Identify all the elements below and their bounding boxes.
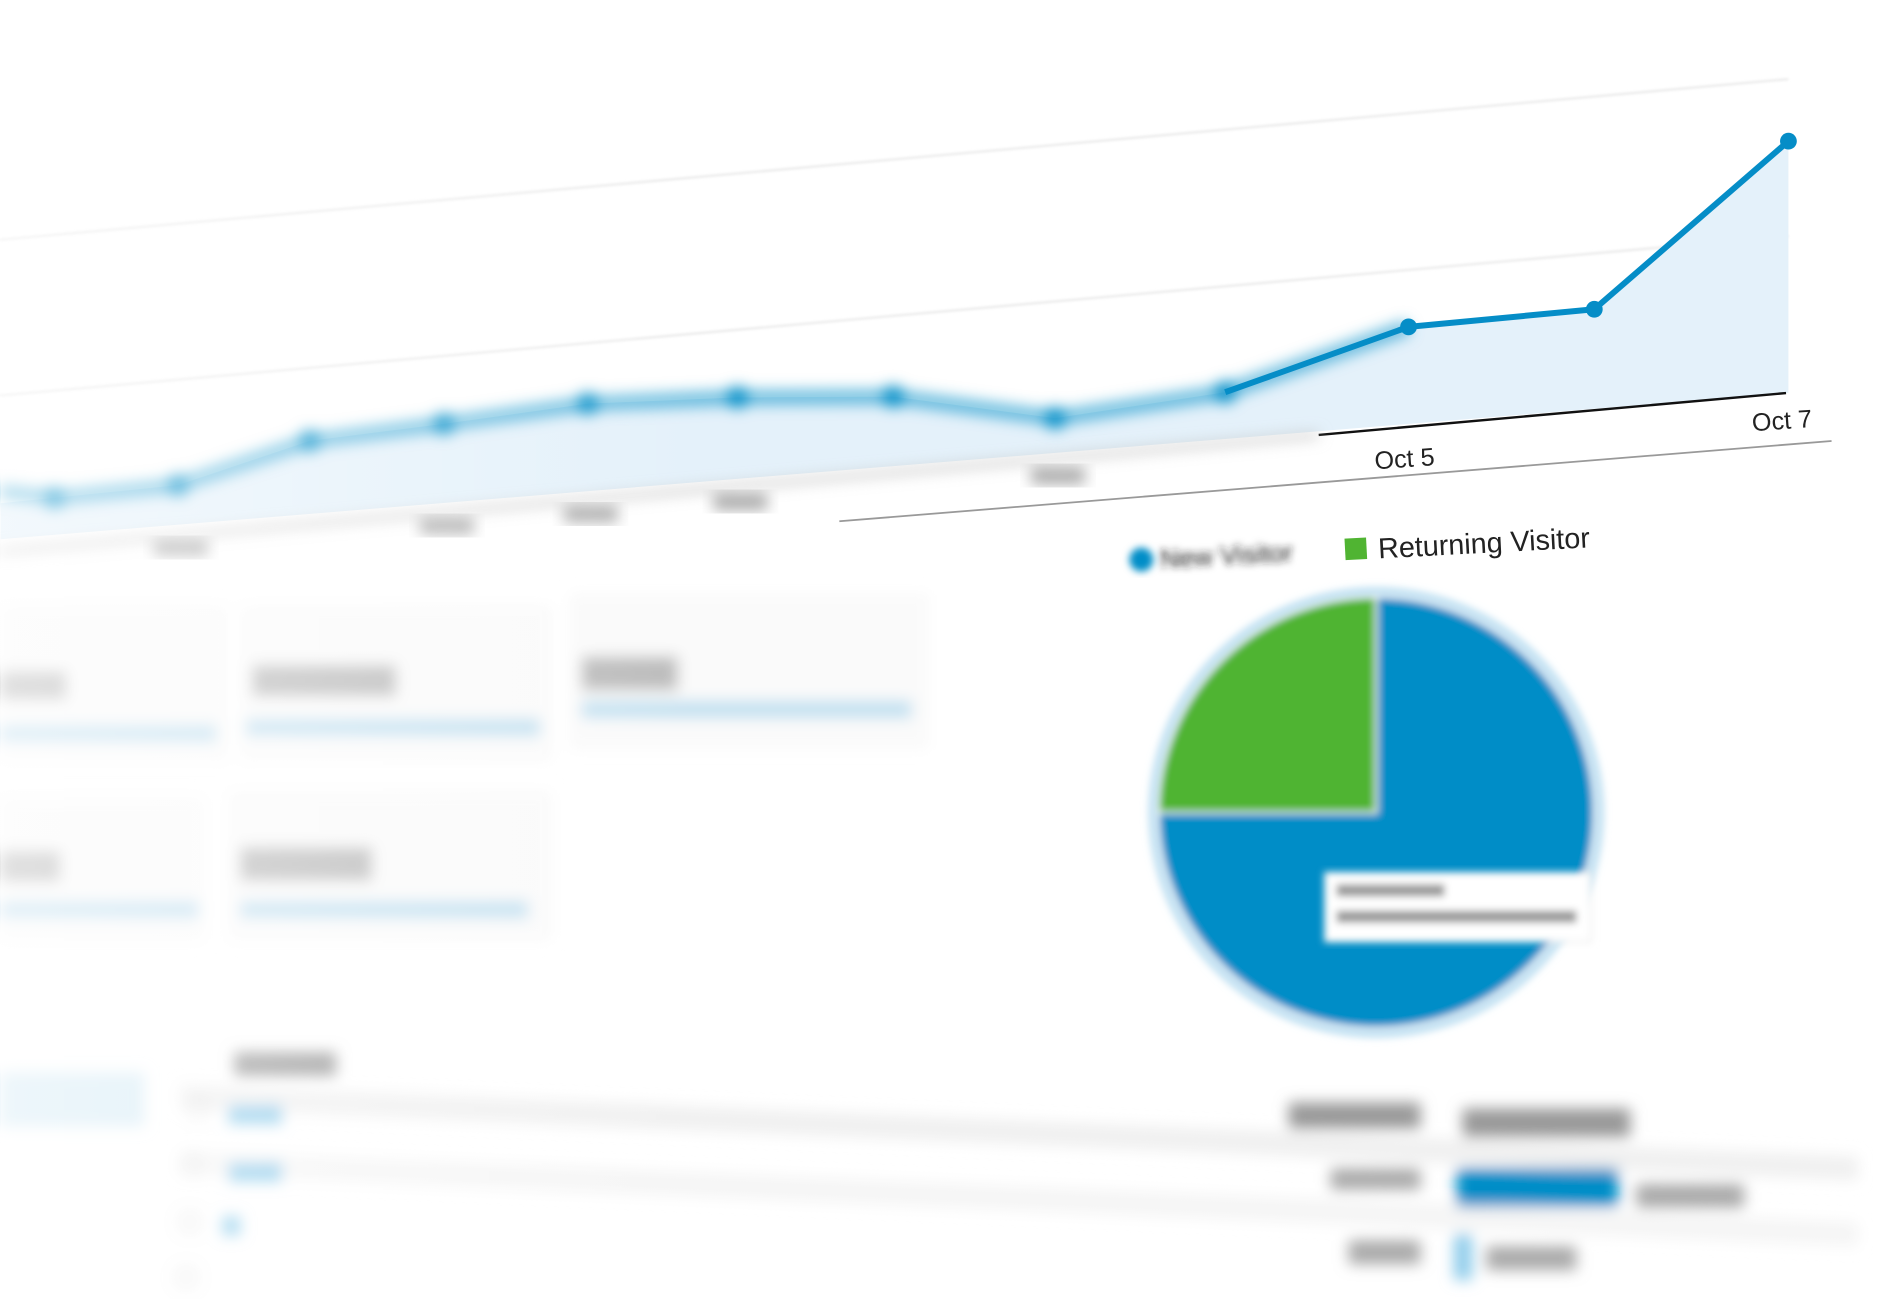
data-point[interactable] xyxy=(1585,300,1603,318)
legend-item-new-visitor[interactable]: New Visitor xyxy=(1129,537,1294,574)
pie-tooltip xyxy=(1324,871,1592,943)
series-line xyxy=(1224,138,1791,396)
left-fade xyxy=(0,0,1080,1299)
x-axis-line xyxy=(1318,391,1787,437)
x-tick-label: Oct 5 xyxy=(1374,443,1436,475)
visitor-pie-chart xyxy=(1148,587,1604,1038)
legend-label-new-visitor: New Visitor xyxy=(1159,537,1293,574)
x-tick-label: Oct 7 xyxy=(1751,405,1813,437)
legend-swatch-returning-visitor xyxy=(1344,537,1368,561)
legend-swatch-new-visitor xyxy=(1129,547,1154,572)
pie-slice-returning-visitor[interactable] xyxy=(1156,595,1378,814)
data-point[interactable] xyxy=(1400,318,1417,336)
pie-legend: New Visitor Returning Visitor xyxy=(1129,522,1591,574)
legend-label-returning-visitor: Returning Visitor xyxy=(1377,522,1591,565)
data-point[interactable] xyxy=(1780,132,1797,150)
